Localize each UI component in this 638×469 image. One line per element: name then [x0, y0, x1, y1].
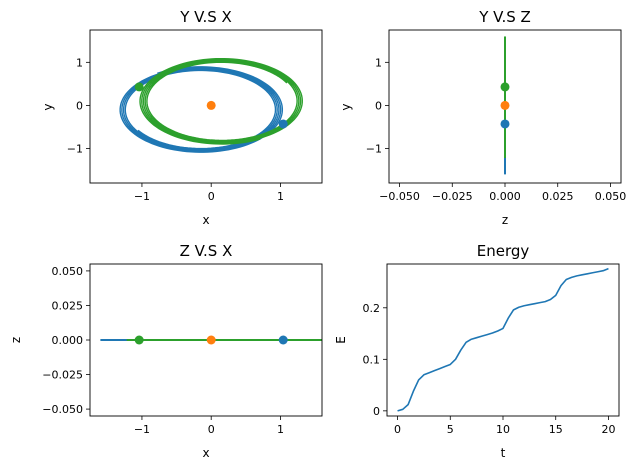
x-axis-label: x [202, 446, 209, 460]
x-axis-label: t [501, 446, 506, 460]
x-tick-label: 0 [208, 190, 215, 203]
panel-y-vs-x: Y V.S X −1 0 1 −1 0 1 x y [41, 8, 323, 227]
panel-y-vs-z: Y V.S Z −0.050 −0.025 0.000 0.025 0.050 −1 0 1… [339, 8, 626, 227]
panel-z-vs-x: Z V.S X −1 0 1 −0.050 −0.025 0.000 0.025 0.050… [9, 242, 323, 460]
x-ticks: 0 5 10 15 20 [394, 416, 615, 436]
x-ticks: −1 0 1 [134, 183, 284, 203]
x-ticks: −0.050 −0.025 0.000 0.025 0.050 [379, 183, 626, 203]
y-tick-label: 0.025 [52, 299, 84, 312]
x-tick-label: −0.050 [379, 190, 420, 203]
x-tick-label: 0 [394, 423, 401, 436]
plot-area [500, 36, 510, 175]
y-axis-label: E [334, 336, 348, 344]
y-axis-label: z [9, 337, 23, 343]
x-tick-label: 0 [208, 423, 215, 436]
body-marker [134, 82, 144, 92]
body-marker [134, 335, 144, 345]
y-ticks: 0 0.1 0.2 [363, 302, 387, 418]
body-marker [500, 119, 510, 129]
orbit-line [139, 57, 303, 145]
y-tick-label: −0.050 [42, 403, 83, 416]
plot-area [397, 267, 609, 412]
plot-area [119, 57, 303, 153]
plot-area [100, 335, 322, 345]
y-tick-label: 0 [375, 99, 382, 112]
y-ticks: −1 0 1 [366, 56, 389, 156]
x-tick-label: 1 [277, 423, 284, 436]
x-axis-label: z [502, 213, 508, 227]
x-ticks: −1 0 1 [134, 416, 284, 436]
x-tick-label: 10 [496, 423, 510, 436]
y-tick-label: 0 [76, 99, 83, 112]
orbit-line [119, 66, 284, 153]
y-ticks: −0.050 −0.025 0.000 0.025 0.050 [42, 265, 90, 416]
y-axis-label: y [339, 103, 353, 110]
body-marker [278, 119, 288, 129]
x-tick-label: 0.025 [542, 190, 574, 203]
x-axis-label: x [202, 213, 209, 227]
y-tick-label: 0 [373, 405, 380, 418]
y-ticks: −1 0 1 [67, 56, 90, 156]
energy-line [397, 267, 609, 412]
y-tick-label: −0.025 [42, 369, 83, 382]
body-marker [500, 82, 510, 92]
axes-frame [89, 29, 323, 184]
body-marker [500, 100, 510, 110]
y-tick-label: 1 [375, 56, 382, 69]
body-marker [278, 335, 288, 345]
y-axis-label: y [41, 103, 55, 110]
panel-energy: Energy 0 5 10 15 20 0 0.1 0.2 t E [334, 242, 620, 460]
x-tick-label: 15 [549, 423, 563, 436]
panel-title: Energy [477, 242, 530, 260]
x-tick-label: −0.025 [432, 190, 473, 203]
y-tick-label: 0.050 [52, 265, 84, 278]
panel-title: Y V.S X [179, 8, 232, 26]
panel-title: Y V.S Z [478, 8, 531, 26]
y-tick-label: 0.2 [363, 302, 381, 315]
x-tick-label: 20 [601, 423, 615, 436]
y-tick-label: 0.1 [363, 353, 381, 366]
y-tick-label: 1 [76, 56, 83, 69]
body-marker [206, 335, 216, 345]
body-marker [206, 100, 216, 110]
x-tick-label: −1 [134, 190, 150, 203]
x-tick-label: 1 [277, 190, 284, 203]
y-tick-label: −1 [366, 143, 382, 156]
x-tick-label: −1 [134, 423, 150, 436]
y-tick-label: 0.000 [52, 334, 84, 347]
x-tick-label: 0.000 [489, 190, 521, 203]
x-tick-label: 0.050 [595, 190, 627, 203]
y-tick-label: −1 [67, 143, 83, 156]
axes-frame [386, 263, 620, 417]
x-tick-label: 5 [447, 423, 454, 436]
panel-title: Z V.S X [180, 242, 233, 260]
